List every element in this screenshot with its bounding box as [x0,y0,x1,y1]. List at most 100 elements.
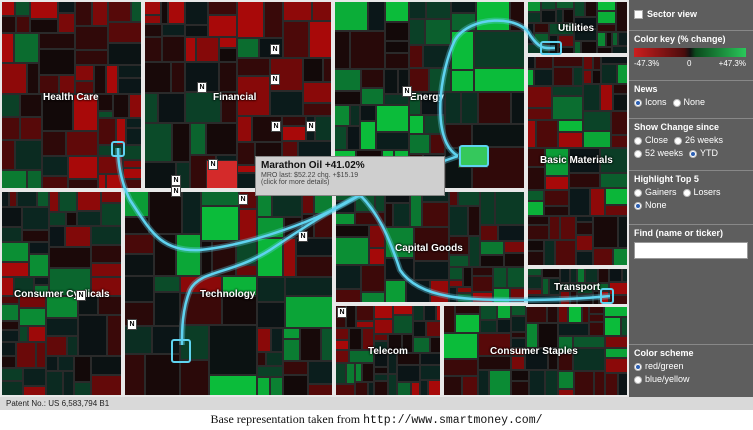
stock-cell[interactable] [558,120,583,132]
stock-cell[interactable] [493,288,510,304]
stock-cell[interactable] [190,123,206,155]
stock-cell[interactable] [219,48,237,62]
stock-cell[interactable] [106,65,118,94]
stock-cell[interactable] [409,45,423,68]
stock-cell[interactable] [569,173,600,188]
stock-cell[interactable] [65,226,91,247]
stock-cell[interactable] [75,81,94,94]
stock-cell[interactable] [123,145,143,160]
radio-button[interactable] [682,188,691,197]
stock-cell[interactable] [34,285,49,296]
stock-cell[interactable] [480,320,497,333]
stock-cell[interactable] [180,360,209,397]
stock-cell[interactable] [558,47,574,55]
stock-cell[interactable] [597,11,616,24]
stock-cell[interactable] [526,55,535,69]
stock-cell[interactable] [589,304,604,314]
stock-cell[interactable] [360,121,376,150]
stock-cell[interactable] [613,84,629,94]
stock-cell[interactable] [333,69,361,91]
stock-cell[interactable] [478,92,511,124]
stock-cell[interactable] [283,375,308,397]
stock-cell[interactable] [333,126,347,150]
stock-cell[interactable] [601,55,629,64]
stock-cell[interactable] [143,24,162,37]
stock-cell[interactable] [46,371,63,397]
stock-cell[interactable] [346,304,356,328]
stock-cell[interactable] [98,118,116,145]
stock-cell[interactable] [374,304,393,319]
stock-cell[interactable] [73,94,98,131]
stock-cell[interactable] [237,76,270,116]
stock-cell[interactable] [449,206,468,236]
stock-cell[interactable] [526,201,544,216]
stock-cell[interactable] [271,328,283,352]
stock-cell[interactable] [106,174,123,190]
stock-cell[interactable] [558,304,568,323]
stock-cell[interactable] [283,361,308,375]
stock-cell[interactable] [0,33,14,63]
stock-cell[interactable] [469,236,480,267]
stock-cell[interactable] [0,368,23,381]
radio-button[interactable] [634,98,642,107]
news-icon[interactable]: N [238,194,248,205]
show-change-option[interactable]: YTD [689,148,718,158]
stock-cell[interactable] [356,321,374,328]
stock-cell[interactable] [511,332,526,338]
stock-cell[interactable] [98,145,123,156]
stock-cell[interactable] [67,336,78,356]
stock-cell[interactable] [423,45,451,68]
stock-cell[interactable] [414,261,449,280]
stock-cell[interactable] [264,0,283,38]
stock-cell[interactable] [91,245,123,263]
stock-cell[interactable] [374,334,388,341]
stock-cell[interactable] [361,88,384,105]
stock-cell[interactable] [385,258,414,280]
stock-cell[interactable] [46,296,78,318]
stock-cell[interactable] [451,0,476,13]
stock-cell[interactable] [497,304,511,319]
stock-cell[interactable] [59,75,75,94]
stock-cell[interactable] [312,0,333,21]
stock-cell[interactable] [535,55,553,69]
stock-cell[interactable] [422,202,449,227]
stock-cell[interactable] [334,265,361,289]
stock-cell[interactable] [237,58,270,76]
stock-cell[interactable] [9,190,17,207]
stock-cell[interactable] [14,33,39,63]
stock-cell[interactable] [58,0,75,13]
stock-cell[interactable] [576,251,593,267]
stock-cell[interactable] [593,248,613,267]
stock-cell[interactable] [548,348,558,370]
stock-cell[interactable] [461,92,478,124]
stock-cell[interactable] [237,165,256,173]
stock-cell[interactable] [445,124,472,148]
stock-cell[interactable] [180,325,209,360]
stock-cell[interactable] [185,0,208,25]
stock-cell[interactable] [525,348,548,370]
stock-cell[interactable] [472,292,493,304]
stock-cell[interactable] [472,267,493,276]
stock-cell[interactable] [577,267,585,283]
stock-cell[interactable] [49,212,66,226]
stock-cell[interactable] [593,216,618,248]
stock-cell[interactable] [34,277,49,285]
stock-cell[interactable] [612,32,618,46]
stock-cell[interactable] [556,9,563,23]
stock-cell[interactable] [334,384,355,397]
stock-cell[interactable] [545,370,558,397]
stock-cell[interactable] [49,247,91,268]
stock-cell[interactable] [59,190,77,212]
stock-cell[interactable] [510,288,526,304]
stock-cell[interactable] [613,94,629,111]
stock-cell[interactable] [14,277,34,296]
stock-cell[interactable] [303,103,333,116]
stock-cell[interactable] [468,206,480,236]
stock-cell[interactable] [30,0,58,19]
stock-cell[interactable] [526,0,541,12]
stock-cell[interactable] [309,21,333,58]
stock-cell[interactable] [618,32,629,46]
stock-cell[interactable] [462,376,478,397]
stock-cell[interactable] [478,356,511,370]
stock-cell[interactable] [300,328,321,361]
